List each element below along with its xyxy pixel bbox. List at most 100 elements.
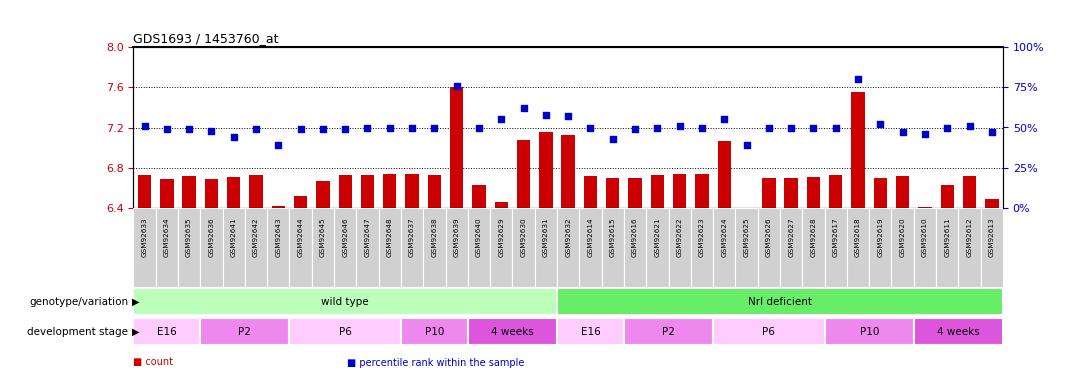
Point (716, 116, 733, 122)
Bar (913, 208, 936, 287)
Bar (962, 176, 976, 208)
Point (805, 124, 822, 130)
Text: wild type: wild type (321, 297, 369, 307)
Point (248, 126, 265, 132)
Text: GDS1693 / 1453760_at: GDS1693 / 1453760_at (133, 32, 278, 45)
Text: GSM92611: GSM92611 (944, 217, 951, 257)
Bar (561, 135, 575, 208)
Text: GSM92643: GSM92643 (275, 217, 282, 257)
Text: GSM92647: GSM92647 (365, 217, 370, 257)
Text: GSM92637: GSM92637 (409, 217, 415, 257)
Text: GSM92636: GSM92636 (208, 217, 214, 257)
Bar (495, 202, 508, 208)
Bar (205, 179, 218, 208)
Text: GSM92648: GSM92648 (387, 217, 393, 257)
Text: GSM92618: GSM92618 (855, 217, 861, 257)
Bar (138, 175, 152, 208)
Text: genotype/variation: genotype/variation (29, 297, 128, 307)
Bar (250, 175, 262, 208)
Bar (802, 208, 825, 287)
Point (315, 126, 332, 132)
Bar (160, 179, 174, 208)
Bar (535, 208, 557, 287)
Bar (201, 208, 223, 287)
Bar (512, 208, 535, 287)
Bar (673, 174, 686, 208)
Bar (784, 178, 798, 208)
Bar (428, 175, 441, 208)
Bar (762, 178, 776, 208)
Bar (958, 208, 981, 287)
Bar (874, 178, 887, 208)
Text: GSM92634: GSM92634 (164, 217, 170, 257)
Text: GSM92633: GSM92633 (142, 217, 147, 257)
Text: 4 weeks: 4 weeks (491, 327, 534, 337)
Text: GSM92621: GSM92621 (654, 217, 660, 257)
Bar (338, 175, 352, 208)
Bar (244, 208, 267, 287)
Text: P2: P2 (663, 327, 675, 337)
Text: ■ count: ■ count (133, 357, 173, 368)
Bar (401, 208, 424, 287)
Bar (182, 176, 196, 208)
Bar (133, 288, 557, 315)
Bar (490, 208, 512, 287)
Point (136, 123, 153, 129)
Bar (713, 318, 825, 345)
Bar (780, 208, 802, 287)
Text: P10: P10 (860, 327, 879, 337)
Point (626, 126, 643, 132)
Bar (606, 178, 620, 208)
Point (984, 129, 1001, 135)
Bar (334, 208, 356, 287)
Bar (156, 208, 178, 287)
Text: GSM92610: GSM92610 (922, 217, 928, 257)
Point (649, 124, 666, 130)
Bar (981, 208, 1003, 287)
Point (180, 126, 197, 132)
Bar (379, 208, 401, 287)
Bar (624, 208, 647, 287)
Bar (584, 176, 598, 208)
Bar (467, 208, 490, 287)
Text: GSM92630: GSM92630 (521, 217, 527, 257)
Bar (892, 208, 913, 287)
Bar (133, 318, 201, 345)
Bar (401, 318, 467, 345)
Bar (446, 208, 467, 287)
Bar (718, 141, 731, 208)
Text: development stage: development stage (27, 327, 128, 337)
Bar (312, 208, 334, 287)
Text: GSM92628: GSM92628 (811, 217, 816, 257)
Bar (624, 318, 713, 345)
Bar (267, 208, 289, 287)
Text: P6: P6 (338, 327, 352, 337)
Bar (696, 174, 708, 208)
Text: GSM92616: GSM92616 (632, 217, 638, 257)
Bar (539, 132, 553, 208)
Point (582, 124, 599, 130)
Bar (758, 208, 780, 287)
Bar (289, 208, 312, 287)
Text: E16: E16 (580, 327, 601, 337)
Point (158, 126, 175, 132)
Text: GSM92640: GSM92640 (476, 217, 482, 257)
Bar (133, 208, 156, 287)
Text: P10: P10 (425, 327, 444, 337)
Point (538, 112, 555, 118)
Point (337, 126, 354, 132)
Text: GSM92624: GSM92624 (721, 217, 728, 257)
Point (448, 82, 465, 88)
Bar (293, 196, 307, 208)
Point (426, 124, 443, 130)
Bar (579, 208, 602, 287)
Bar (807, 177, 821, 208)
Text: GSM92627: GSM92627 (789, 217, 794, 257)
Bar (383, 174, 397, 208)
Text: GSM92623: GSM92623 (699, 217, 705, 257)
Bar (557, 208, 579, 287)
Bar (896, 176, 909, 208)
Bar (851, 92, 864, 208)
Text: GSM92646: GSM92646 (343, 217, 348, 257)
Bar (516, 140, 530, 208)
